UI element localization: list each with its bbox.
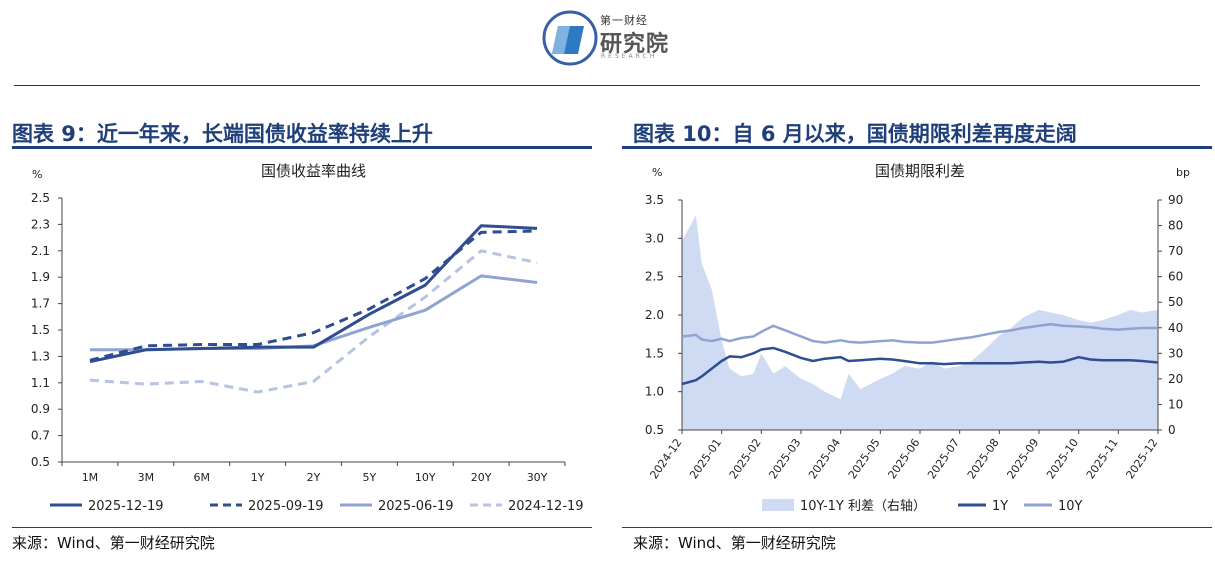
legend-label: 2025-06-19 [378, 499, 454, 514]
x-tick-label: 2025-11 [1084, 436, 1121, 481]
series-line-10Y [681, 322, 1158, 344]
series-area-spread [682, 215, 1158, 430]
logo-text-big: 研究院 [600, 32, 670, 57]
y2-tick-label: 40 [1168, 321, 1183, 335]
x-tick-label: 2025-06 [885, 436, 922, 481]
y2-tick-label: 0 [1168, 423, 1176, 437]
series-line-1Y [681, 346, 1159, 386]
x-tick-label: 20Y [471, 471, 492, 484]
x-tick-label: 2025-01 [687, 436, 724, 481]
x-tick-label: 2025-10 [1044, 436, 1081, 481]
y2-tick-label: 80 [1168, 219, 1183, 233]
right-chart: 国债期限利差% bp 0.5 1.0 1.5 2.0 2.5 3.0 3.5 0 10 20 30 40 5… [645, 162, 1190, 514]
logo [540, 8, 680, 68]
series-line-2025-09-19 [89, 229, 538, 362]
left-source-divider [12, 527, 592, 528]
left-title-underline [12, 146, 592, 149]
series-line-2025-06-19 [89, 274, 538, 352]
left-chart: 国债收益率曲线% 0.5 0.7 0.9 1.1 1.3 1.5 1.7 1.9 2.1 2.3 2.… [31, 162, 584, 514]
y-tick-label: 1.9 [31, 270, 50, 284]
right-source-divider [622, 527, 1212, 528]
x-tick-label: 10Y [415, 471, 436, 484]
y-tick-label: 2.1 [31, 244, 50, 258]
logo-emblem-icon [542, 10, 598, 66]
x-tick-label: 2025-12 [1123, 436, 1160, 481]
right-source: 来源：Wind、第一财经研究院 [633, 534, 836, 552]
y2-tick-label: 90 [1168, 193, 1183, 207]
y-tick-label: 0.9 [31, 402, 50, 416]
series-line-2024-12-19 [89, 249, 538, 394]
y2-axis-unit: bp [1176, 166, 1190, 179]
right-title-underline [622, 146, 1212, 149]
y2-tick-label: 30 [1168, 346, 1183, 360]
y-tick-label: 3.0 [645, 231, 664, 245]
x-tick-label: 2025-09 [1004, 436, 1041, 481]
y-axis-unit: % [32, 168, 42, 181]
left-source: 来源：Wind、第一财经研究院 [12, 534, 215, 552]
x-tick-label: 5Y [363, 471, 377, 484]
left-figure-title: 图表 9：近一年来，长端国债收益率持续上升 [12, 122, 433, 146]
legend-label: 10Y-1Y 利差（右轴） [800, 499, 926, 514]
x-tick-label: 2025-03 [766, 436, 803, 481]
y-tick-label: 3.5 [645, 193, 664, 207]
x-tick-label: 2025-04 [806, 436, 843, 481]
x-tick-label: 1M [82, 471, 99, 484]
logo-text-small: 第一财经 [600, 14, 648, 27]
y-tick-label: 2.5 [645, 270, 664, 284]
x-tick-label: 2024-12 [647, 436, 684, 481]
x-tick-label: 1Y [251, 471, 265, 484]
x-tick-label: 2025-02 [727, 436, 764, 481]
y-tick-label: 2.0 [645, 308, 664, 322]
chart-title: 国债期限利差 [875, 162, 965, 180]
y2-tick-label: 10 [1168, 397, 1183, 411]
legend-label: 2024-12-19 [508, 499, 584, 514]
chart-title: 国债收益率曲线 [261, 162, 366, 180]
legend-label: 10Y [1058, 499, 1083, 514]
legend-label: 2025-12-19 [88, 499, 164, 514]
y-tick-label: 2.3 [31, 217, 50, 231]
y-tick-label: 0.7 [31, 429, 50, 443]
right-figure-title: 图表 10：自 6 月以来，国债期限利差再度走阔 [633, 122, 1077, 146]
y2-tick-label: 60 [1168, 270, 1183, 284]
y-axis-unit: % [652, 166, 662, 179]
x-tick-label: 2025-07 [925, 436, 962, 481]
legend-label: 1Y [992, 499, 1008, 514]
header-divider [14, 85, 1200, 86]
y2-tick-label: 20 [1168, 372, 1183, 386]
y-tick-label: 1.3 [31, 349, 50, 363]
series-line-2025-12-19 [89, 224, 538, 364]
legend-swatch [762, 499, 794, 511]
x-tick-label: 2025-08 [965, 436, 1002, 481]
y-tick-label: 1.7 [31, 297, 50, 311]
x-tick-label: 6M [193, 471, 210, 484]
y2-tick-label: 50 [1168, 295, 1183, 309]
y-tick-label: 0.5 [31, 455, 50, 469]
y-tick-label: 0.5 [645, 423, 664, 437]
y2-tick-label: 70 [1168, 244, 1183, 258]
legend-label: 2025-09-19 [248, 499, 324, 514]
logo-text-sub: RESEARCH [601, 53, 658, 60]
y-tick-label: 1.0 [645, 385, 664, 399]
y-tick-label: 1.5 [31, 323, 50, 337]
x-tick-label: 30Y [527, 471, 548, 484]
x-tick-label: 2Y [307, 471, 321, 484]
y-tick-label: 1.5 [645, 346, 664, 360]
y-tick-label: 1.1 [31, 376, 50, 390]
y-tick-label: 2.5 [31, 191, 50, 205]
x-tick-label: 2025-05 [846, 436, 883, 481]
x-tick-label: 3M [138, 471, 155, 484]
